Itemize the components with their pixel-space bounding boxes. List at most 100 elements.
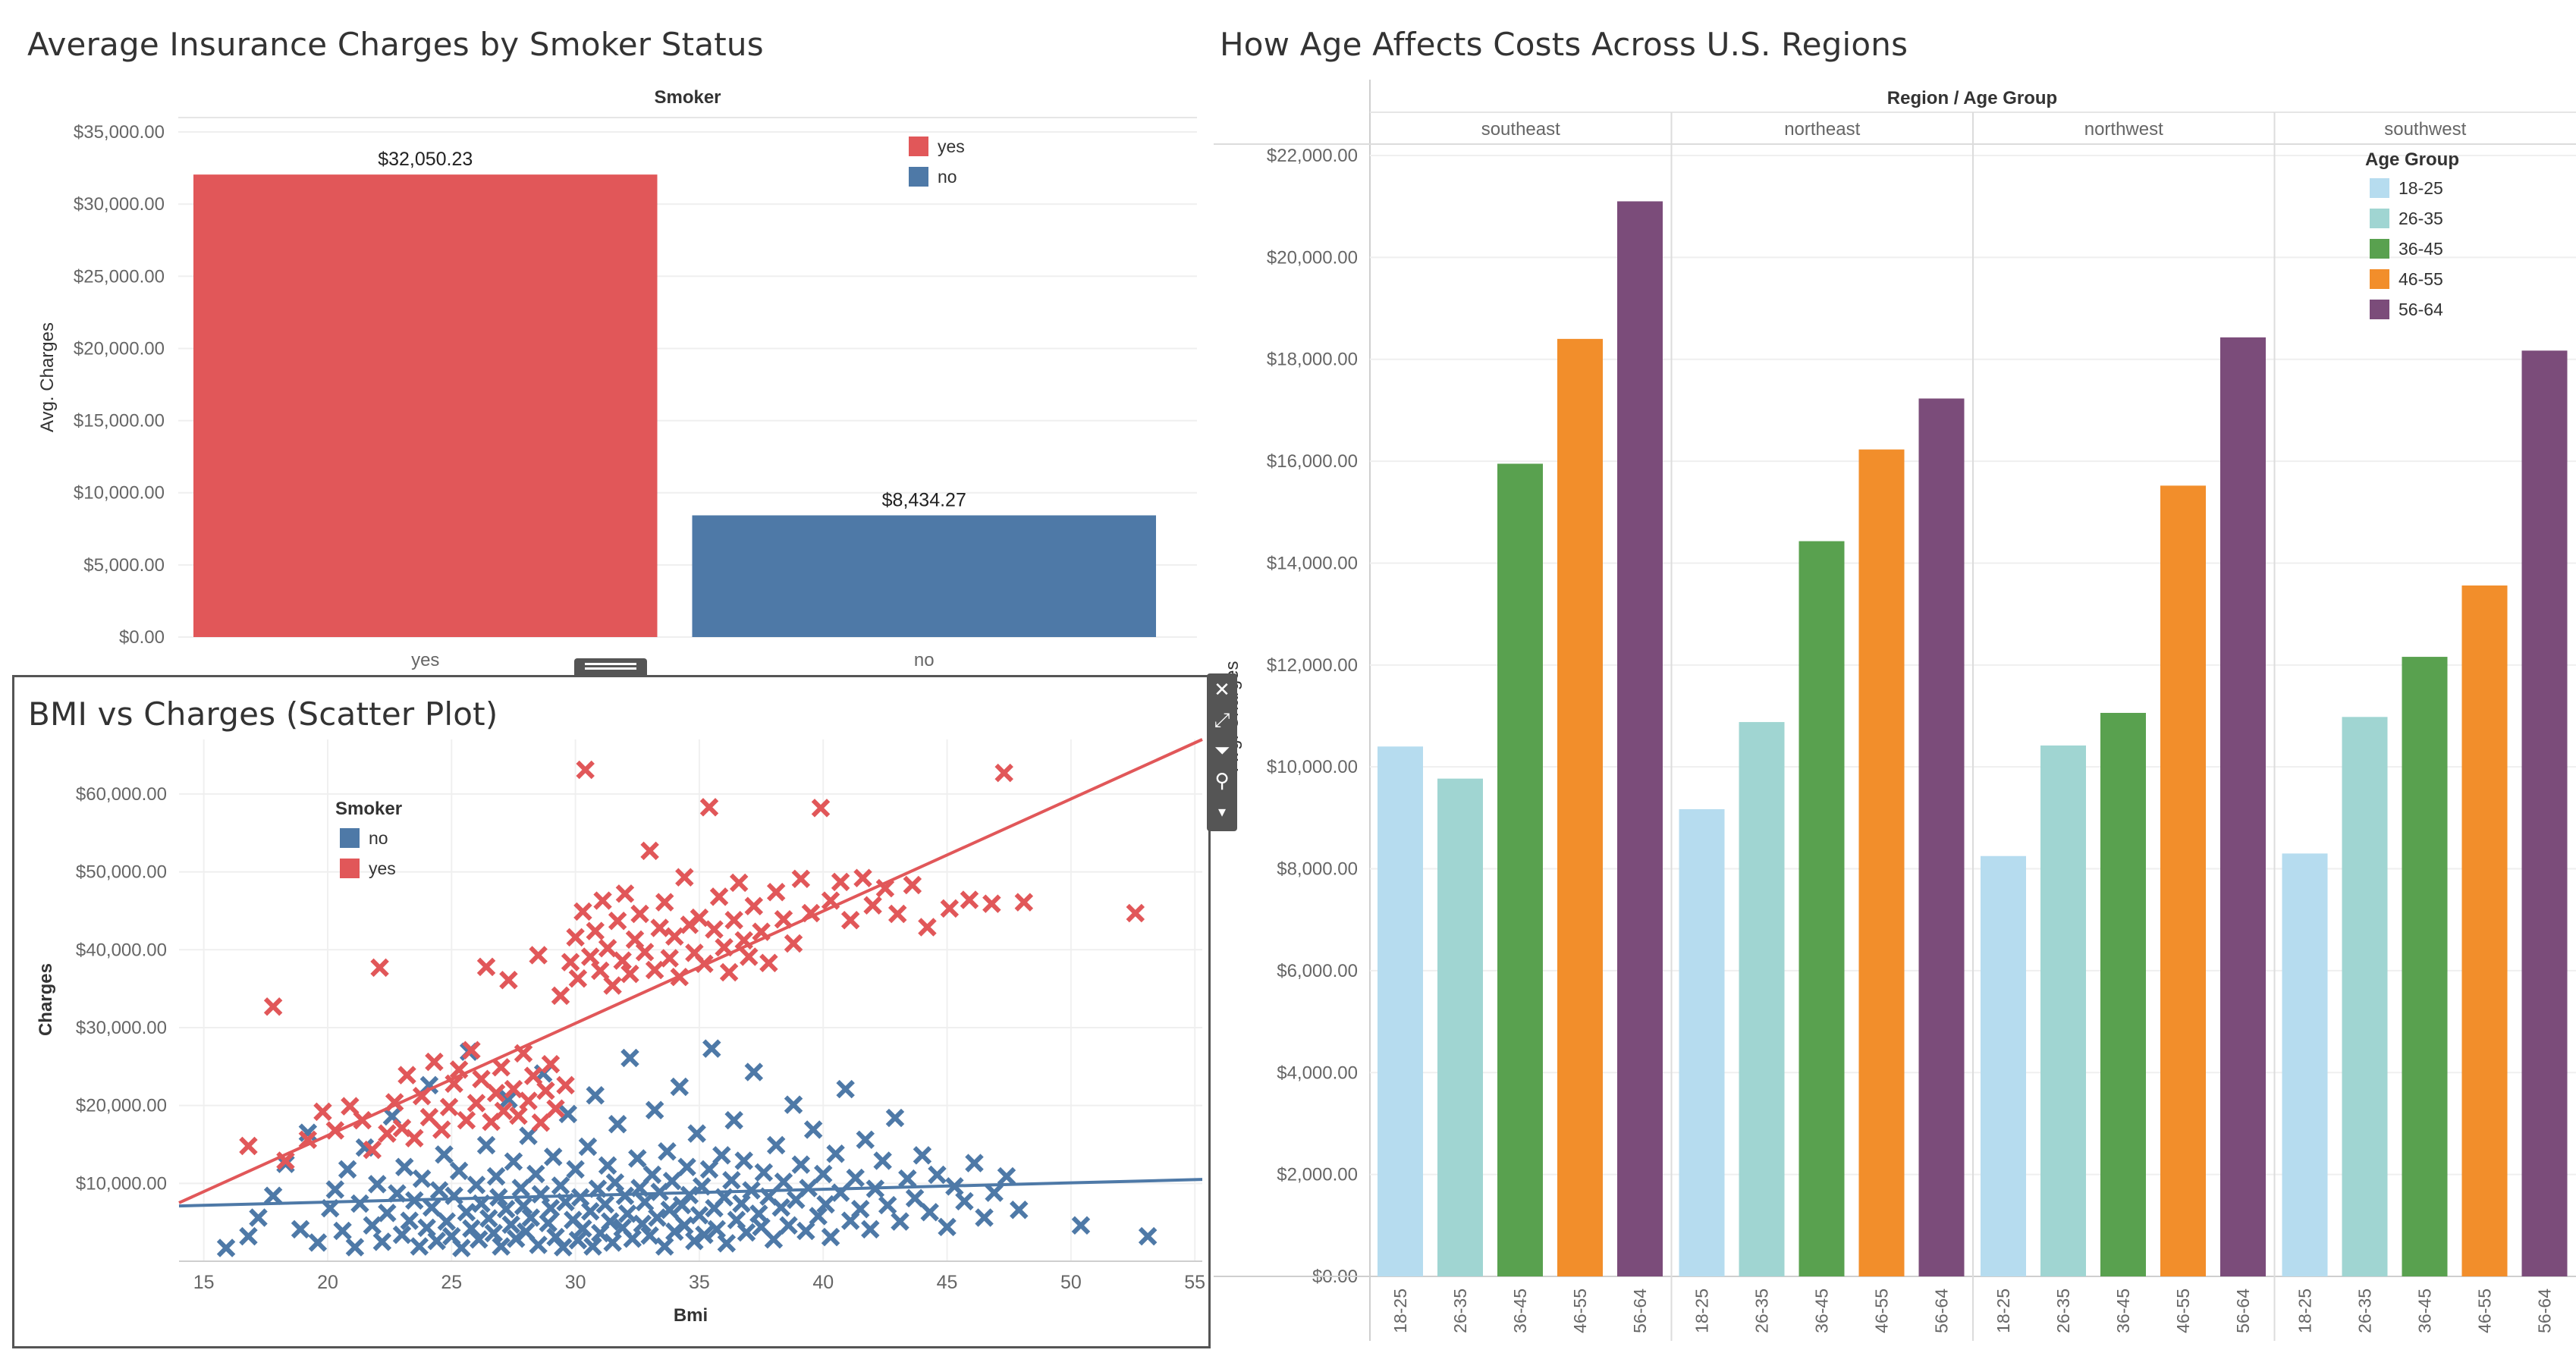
x-tick-label: yes (411, 650, 439, 670)
y-tick-label: $25,000.00 (74, 266, 165, 287)
x-tick-label: 26-35 (1450, 1289, 1470, 1333)
legend-swatch (2370, 300, 2389, 319)
x-tick-label: 26-35 (2053, 1289, 2073, 1333)
x-tick-label: 46-55 (2173, 1289, 2193, 1333)
y-tick-label: $10,000.00 (74, 483, 165, 504)
group-label: northeast (1784, 119, 1860, 140)
bar-northeast-36-45 (1798, 541, 1845, 1276)
y-tick-label: $16,000.00 (1267, 451, 1358, 472)
x-tick-label: 56-64 (1932, 1289, 1952, 1333)
legend-swatch (2370, 178, 2389, 198)
bar-northwest-46-55 (2160, 485, 2206, 1277)
data-label: $8,434.27 (882, 490, 966, 511)
y-tick-label: $18,000.00 (1267, 350, 1358, 370)
bar-southeast-18-25 (1378, 746, 1423, 1276)
x-tick-label: 26-35 (2355, 1289, 2375, 1333)
x-tick-label: 46-55 (1872, 1289, 1892, 1333)
group-label: northwest (2084, 119, 2163, 140)
bar-northeast-18-25 (1679, 808, 1725, 1276)
legend-swatch-no (909, 167, 928, 187)
x-tick-label: 36-45 (1510, 1289, 1530, 1333)
y-tick-label: $5,000.00 (83, 555, 165, 576)
y-tick-label: $2,000.00 (1277, 1165, 1358, 1185)
bar-northwest-18-25 (1981, 855, 2026, 1276)
expand-icon[interactable]: ⤢ (1214, 709, 1230, 732)
smoker-chart-title: Average Insurance Charges by Smoker Stat… (27, 26, 764, 63)
y-axis-label: Avg. Charges (37, 322, 58, 432)
smoker-bar-chart: Smoker $0.00 $5,000.00 $10,000.00 $15,000.00… (37, 87, 1197, 670)
legend-swatch (2370, 269, 2389, 289)
legend-label: 18-25 (2399, 178, 2443, 198)
bar-northeast-46-55 (1858, 449, 1905, 1276)
group-label: southwest (2384, 119, 2466, 140)
legend-label: 36-45 (2399, 239, 2443, 259)
x-tick-label: 26-35 (1752, 1289, 1772, 1333)
chart-header: Region / Age Group (1887, 88, 2057, 108)
bar-southwest-26-35 (2342, 717, 2388, 1276)
y-tick-label: $10,000.00 (1267, 757, 1358, 777)
x-tick-label: 18-25 (1390, 1289, 1410, 1333)
y-tick-label: $20,000.00 (1267, 247, 1358, 268)
y-tick-label: $4,000.00 (1277, 1063, 1358, 1083)
scatter-panel[interactable]: BMI vs Charges (Scatter Plot) (12, 675, 1211, 1348)
bar-southeast-26-35 (1437, 778, 1483, 1276)
y-tick-label: $8,000.00 (1277, 859, 1358, 880)
legend-label: 56-64 (2399, 300, 2443, 319)
y-tick-label: $30,000.00 (74, 194, 165, 215)
bar-southeast-36-45 (1497, 463, 1543, 1277)
x-tick-label: 18-25 (1993, 1289, 2013, 1333)
bar-southeast-56-64 (1617, 201, 1663, 1276)
x-tick-label: 18-25 (1692, 1289, 1712, 1333)
x-tick-label: 36-45 (2415, 1289, 2435, 1333)
panel-resize-handle[interactable] (574, 658, 647, 675)
y-tick-label: $20,000.00 (74, 338, 165, 359)
legend-swatch-yes (909, 137, 928, 156)
bar-northwest-56-64 (2220, 337, 2266, 1276)
bar-northeast-56-64 (1918, 398, 1965, 1276)
x-tick-label: 46-55 (1570, 1289, 1590, 1333)
bar-northwest-36-45 (2100, 712, 2146, 1276)
y-tick-label: $15,000.00 (74, 411, 165, 432)
bar-yes (193, 174, 658, 638)
y-tick-label: $14,000.00 (1267, 553, 1358, 573)
pin-icon[interactable]: ⚲ (1214, 770, 1230, 793)
y-tick-label: $0.00 (119, 627, 165, 648)
legend-title: Age Group (2365, 149, 2459, 170)
x-tick-label: no (914, 650, 935, 670)
x-tick-label: 56-64 (1630, 1289, 1650, 1333)
filter-icon[interactable]: ⏷ (1214, 739, 1230, 762)
x-tick-label: 18-25 (2295, 1289, 2315, 1333)
chart-header: Smoker (654, 87, 721, 108)
x-tick-label: 56-64 (2535, 1289, 2555, 1333)
legend-swatch (2370, 209, 2389, 228)
y-tick-label: $22,000.00 (1267, 146, 1358, 166)
bar-southwest-56-64 (2521, 350, 2568, 1276)
bar-southeast-46-55 (1557, 338, 1603, 1277)
scatter-chart-title: BMI vs Charges (Scatter Plot) (28, 695, 498, 733)
y-tick-label: $6,000.00 (1277, 961, 1358, 981)
bar-northeast-26-35 (1739, 722, 1785, 1276)
bar-southwest-46-55 (2461, 585, 2508, 1276)
legend-label: 46-55 (2399, 269, 2443, 289)
y-tick-label: $12,000.00 (1267, 655, 1358, 676)
bar-southwest-18-25 (2282, 853, 2328, 1276)
data-label: $32,050.23 (378, 149, 473, 170)
legend-label: yes (938, 137, 965, 156)
bar-no (692, 515, 1156, 637)
bar-northwest-26-35 (2040, 745, 2086, 1276)
panel-toolbar: ✕ ⤢ ⏷ ⚲ ▾ (1207, 673, 1237, 831)
x-tick-label: 36-45 (2113, 1289, 2133, 1333)
x-tick-label: 46-55 (2475, 1289, 2495, 1333)
legend-label: 26-35 (2399, 209, 2443, 228)
more-icon[interactable]: ▾ (1217, 802, 1227, 821)
x-tick-label: 36-45 (1812, 1289, 1832, 1333)
x-tick-label: 56-64 (2233, 1289, 2253, 1333)
close-icon[interactable]: ✕ (1214, 679, 1230, 702)
legend-swatch (2370, 239, 2389, 259)
legend-label: no (938, 167, 957, 187)
group-label: southeast (1481, 119, 1560, 140)
y-tick-label: $35,000.00 (74, 122, 165, 143)
region-chart-title: How Age Affects Costs Across U.S. Region… (1220, 26, 1908, 63)
bar-southwest-36-45 (2402, 657, 2448, 1276)
